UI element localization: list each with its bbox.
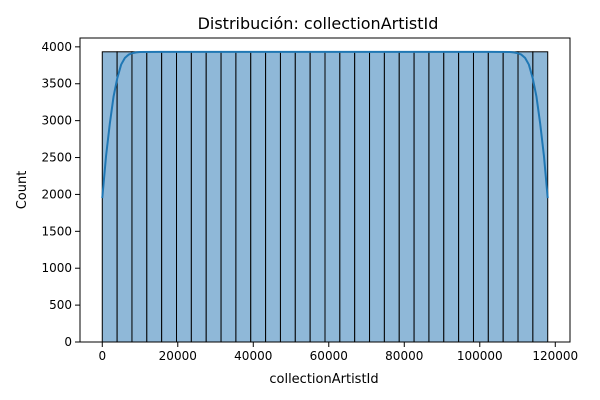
histogram-bar — [502, 51, 519, 343]
x-axis-label: collectionArtistId — [269, 372, 378, 387]
y-tick-label: 500 — [49, 298, 72, 312]
histogram-bar — [309, 51, 326, 343]
y-tick-label: 3000 — [41, 114, 72, 128]
histogram-bar — [428, 51, 445, 343]
y-tick-label: 1000 — [41, 261, 72, 275]
x-tick-label: 60000 — [310, 349, 348, 363]
y-tick-label: 2000 — [41, 187, 72, 201]
histogram-bar — [294, 51, 311, 343]
histogram-bar — [517, 51, 534, 343]
histogram-bar — [101, 51, 118, 343]
histogram-bar — [324, 51, 341, 343]
histogram-bar — [265, 51, 281, 343]
x-tick-label: 120000 — [532, 349, 578, 363]
x-axis-ticks: 0 20000 40000 60000 80000 100000 120000 — [98, 342, 578, 363]
kde-line — [101, 50, 549, 199]
histogram-bar — [413, 51, 430, 343]
histogram-bar — [161, 51, 178, 343]
y-tick-label: 0 — [64, 335, 72, 349]
histogram-bar — [354, 51, 371, 343]
histogram-bar — [250, 51, 267, 343]
x-tick-label: 0 — [98, 349, 106, 363]
histogram-bar — [235, 51, 252, 343]
histogram-bar — [383, 51, 400, 343]
plot-border — [79, 37, 571, 343]
histogram-bar — [443, 51, 460, 343]
histogram-bar — [176, 51, 192, 343]
histogram-bar — [532, 51, 549, 343]
histogram-bar — [220, 51, 237, 343]
y-tick-label: 2500 — [41, 151, 72, 165]
x-tick-label: 100000 — [457, 349, 503, 363]
x-tick-label: 20000 — [159, 349, 197, 363]
histogram-bar — [487, 51, 504, 343]
y-axis-ticks: 0 500 1000 1500 2000 2500 3000 3500 4000 — [41, 40, 80, 349]
x-tick-label: 40000 — [234, 349, 272, 363]
histogram-bar — [458, 51, 474, 343]
histogram-bar — [339, 51, 356, 343]
histogram-bar — [146, 51, 163, 343]
x-tick-label: 80000 — [385, 349, 423, 363]
y-axis-label: Count — [15, 171, 30, 210]
y-tick-label: 3500 — [41, 77, 72, 91]
y-tick-label: 1500 — [41, 224, 72, 238]
histogram-bar — [279, 51, 296, 343]
histogram-bar — [369, 51, 385, 343]
histogram-bar — [205, 51, 222, 343]
y-tick-label: 4000 — [41, 40, 72, 54]
kde-curve-layer — [101, 50, 549, 199]
chart-title: Distribución: collectionArtistId — [198, 14, 439, 33]
histogram-bar — [190, 51, 207, 343]
histogram-bar — [116, 51, 133, 343]
histogram-bar — [131, 51, 148, 343]
histogram-bar — [398, 51, 415, 343]
plot-frame — [79, 37, 571, 343]
histogram-bars — [101, 51, 549, 343]
histogram-bar — [472, 51, 489, 343]
